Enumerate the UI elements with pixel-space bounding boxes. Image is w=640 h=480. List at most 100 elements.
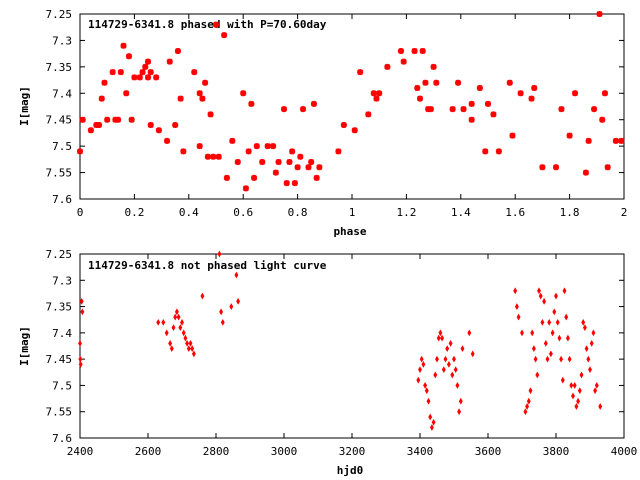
data-point [297,153,304,160]
x-tick-label: 3600 [475,445,502,458]
data-point [219,308,224,316]
data-point [586,355,591,363]
data-point [441,366,446,374]
y-tick-label: 7.25 [46,248,73,261]
data-point [423,382,428,389]
data-point [190,345,195,353]
x-tick-label: 2800 [203,445,230,458]
data-point [554,292,558,300]
data-point [335,148,342,155]
data-point [168,339,173,347]
data-point [416,376,421,384]
data-point [115,116,122,123]
data-point [545,355,550,363]
y-tick-label: 7.6 [52,193,72,206]
y-tick-label: 7.45 [46,114,73,127]
data-point [79,297,84,305]
data-point [530,329,535,337]
x-axis-label: hjd0 [337,464,364,477]
data-point [169,345,174,353]
data-point [482,148,489,155]
data-point [101,79,108,86]
data-point [569,382,574,389]
data-point [400,58,407,65]
data-point [564,313,569,321]
data-point [176,313,181,321]
data-point [305,164,312,171]
data-point [460,106,467,113]
data-point [582,324,587,332]
data-point [446,360,451,368]
data-point [433,79,440,86]
data-point [117,69,124,76]
x-axis-label: phase [333,225,366,238]
data-point [531,84,538,92]
data-point [435,355,439,363]
data-point [164,137,171,144]
data-point [286,158,293,166]
data-point [436,334,441,342]
x-tick-label: 1.4 [451,206,471,219]
x-tick-label: 3200 [339,445,366,458]
data-point [576,397,581,405]
data-point [144,74,152,81]
data-point [424,387,429,395]
data-point [161,318,166,326]
data-point [495,148,502,155]
data-point [572,90,579,97]
data-point [452,355,456,363]
data-point [533,355,538,363]
data-point [453,366,458,374]
data-point [599,116,606,123]
data-point [537,287,541,295]
data-point [528,95,535,102]
data-point [506,79,513,86]
data-point [123,90,130,97]
y-tick-label: 7.5 [52,140,72,153]
data-point [264,143,271,150]
data-point [470,350,475,358]
data-point [517,90,524,97]
data-point [557,334,562,342]
data-point [516,313,521,321]
data-point [221,32,228,39]
data-point [468,100,475,107]
data-point [310,100,317,107]
data-point [397,47,404,55]
data-point [384,63,391,70]
data-point [253,143,260,150]
data-point [574,403,579,410]
chart-title: 114729-6341.8 not phased light curve [88,259,327,272]
data-point [183,334,188,342]
data-point [484,100,492,107]
data-point [520,329,524,337]
data-point [467,329,472,337]
data-point [174,308,179,316]
data-point [421,360,426,368]
data-point [78,355,83,363]
data-point [594,382,599,389]
x-tick-label: 3000 [271,445,298,458]
data-point [147,121,154,129]
data-point [582,169,589,176]
x-tick-label: 0.6 [233,206,253,219]
data-point [571,392,575,400]
data-point [547,318,552,326]
data-point [589,339,594,347]
data-point [585,137,592,144]
data-point [98,95,105,102]
data-point [291,180,298,187]
data-point [215,153,222,160]
data-point [443,355,448,363]
data-point [240,90,247,97]
data-point [555,318,560,326]
data-point [598,403,603,410]
data-point [566,132,573,139]
data-point [450,371,455,379]
data-point [427,106,434,113]
data-point [207,111,214,118]
data-point [242,185,249,192]
data-point [559,355,564,363]
data-point [248,100,255,107]
